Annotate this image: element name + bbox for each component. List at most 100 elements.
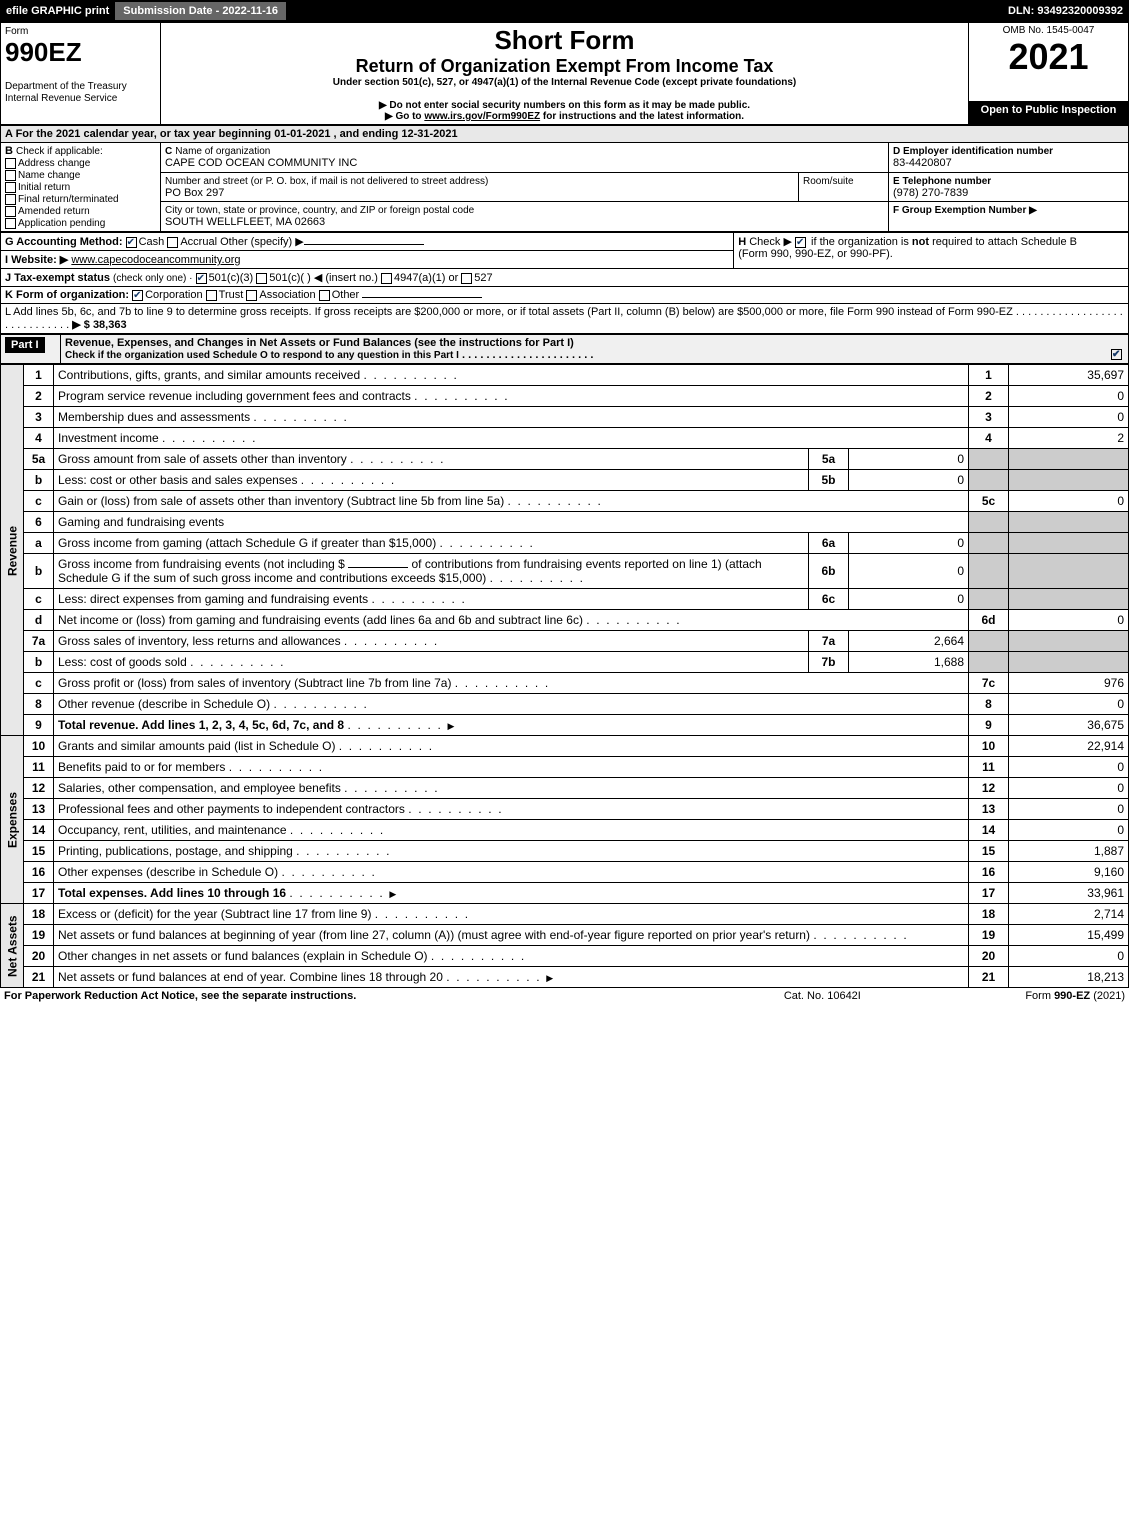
line-desc: Net assets or fund balances at end of ye… [54, 967, 969, 988]
footer-mid: Cat. No. 10642I [736, 988, 910, 1004]
J-o1: 501(c)(3) [209, 272, 254, 284]
box-shade [969, 589, 1009, 610]
box-value: 0 [1009, 799, 1129, 820]
note-goto: ▶ Go to www.irs.gov/Form990EZ for instru… [165, 111, 964, 122]
box-value: 18,213 [1009, 967, 1129, 988]
box-label: 14 [969, 820, 1009, 841]
B-text: Check if applicable: [16, 146, 103, 157]
line-row: 6Gaming and fundraising events [1, 512, 1129, 533]
line-row: 21Net assets or fund balances at end of … [1, 967, 1129, 988]
website-link[interactable]: www.capecodoceancommunity.org [71, 254, 240, 266]
subbox-value: 0 [849, 449, 969, 470]
tax-year: 2021 [973, 36, 1124, 78]
H-t2: if the organization is [811, 236, 912, 248]
accrual-checkbox[interactable] [167, 237, 178, 248]
H-checkbox[interactable] [795, 237, 806, 248]
B-options: Address changeName changeInitial returnF… [5, 157, 156, 229]
accrual-lbl: Accrual [180, 236, 217, 248]
val-shade [1009, 652, 1129, 673]
other-lbl: Other (specify) ▶ [220, 236, 304, 248]
line-number: 12 [24, 778, 54, 799]
line-number: 4 [24, 428, 54, 449]
J-527[interactable] [461, 273, 472, 284]
K-label: K Form of organization: [5, 289, 129, 301]
K-trust[interactable] [206, 290, 217, 301]
B-opt-label: Final return/terminated [18, 194, 119, 205]
box-value: 0 [1009, 694, 1129, 715]
city-lbl: City or town, state or province, country… [165, 205, 474, 216]
L-text: L Add lines 5b, 6c, and 7b to line 9 to … [5, 306, 1013, 318]
B-opt-label: Application pending [18, 218, 105, 229]
street: PO Box 297 [165, 187, 224, 199]
line-row: cLess: direct expenses from gaming and f… [1, 589, 1129, 610]
box-value: 0 [1009, 820, 1129, 841]
J-4947[interactable] [381, 273, 392, 284]
efile-link[interactable]: efile GRAPHIC print [0, 5, 115, 17]
line-row: aGross income from gaming (attach Schedu… [1, 533, 1129, 554]
B-opt-checkbox[interactable] [5, 182, 16, 193]
subbox-value: 2,664 [849, 631, 969, 652]
subbox-value: 0 [849, 533, 969, 554]
line-number: 7a [24, 631, 54, 652]
org-name: CAPE COD OCEAN COMMUNITY INC [165, 157, 357, 169]
line-desc: Benefits paid to or for members . . . . … [54, 757, 969, 778]
part1-checkbox[interactable] [1111, 349, 1122, 360]
line-desc: Other changes in net assets or fund bala… [54, 946, 969, 967]
line-row: Revenue1Contributions, gifts, grants, an… [1, 365, 1129, 386]
room-lbl: Room/suite [803, 176, 854, 187]
footer: For Paperwork Reduction Act Notice, see … [0, 988, 1129, 1004]
line-row: 9Total revenue. Add lines 1, 2, 3, 4, 5c… [1, 715, 1129, 736]
line-desc: Less: direct expenses from gaming and fu… [54, 589, 809, 610]
line-number: 2 [24, 386, 54, 407]
val-shade [1009, 470, 1129, 491]
phone: (978) 270-7839 [893, 187, 968, 199]
B-opt-checkbox[interactable] [5, 194, 16, 205]
line-desc: Gaming and fundraising events [54, 512, 969, 533]
K-corp[interactable] [132, 290, 143, 301]
B-opt-checkbox[interactable] [5, 158, 16, 169]
subbox-label: 5b [809, 470, 849, 491]
B-opt-checkbox[interactable] [5, 170, 16, 181]
H-check: Check ▶ [749, 236, 792, 248]
section-expenses: Expenses [1, 736, 24, 904]
part1-badge: Part I [5, 337, 45, 353]
line-desc: Other revenue (describe in Schedule O) .… [54, 694, 969, 715]
J-501c3[interactable] [196, 273, 207, 284]
box-value: 9,160 [1009, 862, 1129, 883]
line-number: 3 [24, 407, 54, 428]
part1-title: Revenue, Expenses, and Changes in Net As… [65, 337, 574, 349]
H-not: not [912, 236, 929, 248]
line-desc: Gross sales of inventory, less returns a… [54, 631, 809, 652]
lines-table: Revenue1Contributions, gifts, grants, an… [0, 364, 1129, 988]
box-label: 21 [969, 967, 1009, 988]
box-shade [969, 470, 1009, 491]
irs-link[interactable]: www.irs.gov/Form990EZ [424, 111, 540, 122]
B-opt-checkbox[interactable] [5, 206, 16, 217]
val-shade [1009, 512, 1129, 533]
note-ssn: ▶ Do not enter social security numbers o… [165, 100, 964, 111]
goto-pre: ▶ Go to [385, 111, 424, 122]
line-row: 5aGross amount from sale of assets other… [1, 449, 1129, 470]
line-row: 12Salaries, other compensation, and empl… [1, 778, 1129, 799]
line-number: 18 [24, 904, 54, 925]
subbox-value: 0 [849, 589, 969, 610]
box-value: 22,914 [1009, 736, 1129, 757]
K-other[interactable] [319, 290, 330, 301]
box-shade [969, 554, 1009, 589]
box-value: 0 [1009, 386, 1129, 407]
cash-checkbox[interactable] [126, 237, 137, 248]
line-number: 6 [24, 512, 54, 533]
B-opt-checkbox[interactable] [5, 218, 16, 229]
line-number: 11 [24, 757, 54, 778]
line-desc: Less: cost or other basis and sales expe… [54, 470, 809, 491]
box-value: 2 [1009, 428, 1129, 449]
K-assoc[interactable] [246, 290, 257, 301]
box-shade [969, 449, 1009, 470]
line-desc: Gross income from fundraising events (no… [54, 554, 809, 589]
box-label: 12 [969, 778, 1009, 799]
line-row: 14Occupancy, rent, utilities, and mainte… [1, 820, 1129, 841]
line-desc: Contributions, gifts, grants, and simila… [54, 365, 969, 386]
J-501c[interactable] [256, 273, 267, 284]
line-number: b [24, 652, 54, 673]
box-shade [969, 631, 1009, 652]
